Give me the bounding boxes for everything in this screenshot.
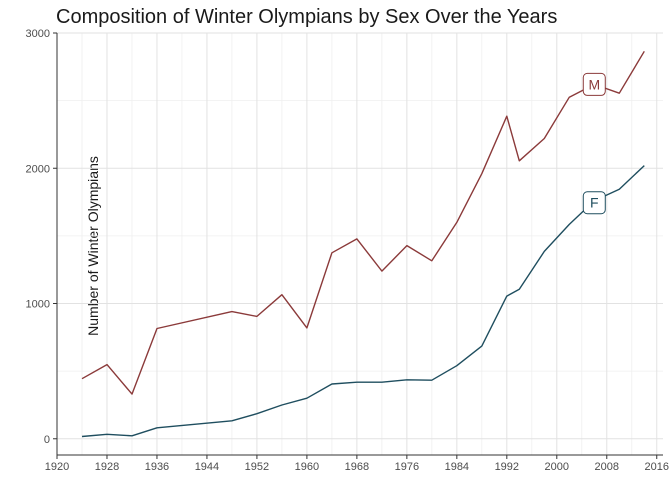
x-tick-label: 1992: [495, 461, 519, 473]
series-label-m: M: [588, 76, 600, 92]
x-tick-label: 1952: [245, 461, 269, 473]
y-tick-label: 0: [44, 434, 50, 446]
series-label-box: [582, 72, 606, 96]
series-line-m: [81, 50, 645, 395]
x-tick-label: 1968: [345, 461, 369, 473]
x-tick-label: 1928: [95, 461, 119, 473]
x-tick-label: 1976: [395, 461, 419, 473]
x-tick-label: 2008: [595, 461, 619, 473]
y-tick-label: 1000: [26, 299, 50, 311]
x-tick-label: 1984: [445, 461, 469, 473]
x-tick-label: 1920: [45, 461, 69, 473]
chart-title: Composition of Winter Olympians by Sex O…: [56, 6, 558, 28]
x-tick-label: 2016: [645, 461, 669, 473]
y-tick-label: 2000: [26, 163, 50, 175]
x-tick-label: 1944: [195, 461, 219, 473]
x-tick-label: 1960: [295, 461, 319, 473]
series-label-box: [582, 191, 606, 215]
series-label-f: F: [590, 195, 599, 211]
y-tick-label: 3000: [26, 28, 50, 40]
series-line-f: [81, 165, 645, 438]
x-tick-label: 1936: [145, 461, 169, 473]
x-tick-label: 2000: [545, 461, 569, 473]
